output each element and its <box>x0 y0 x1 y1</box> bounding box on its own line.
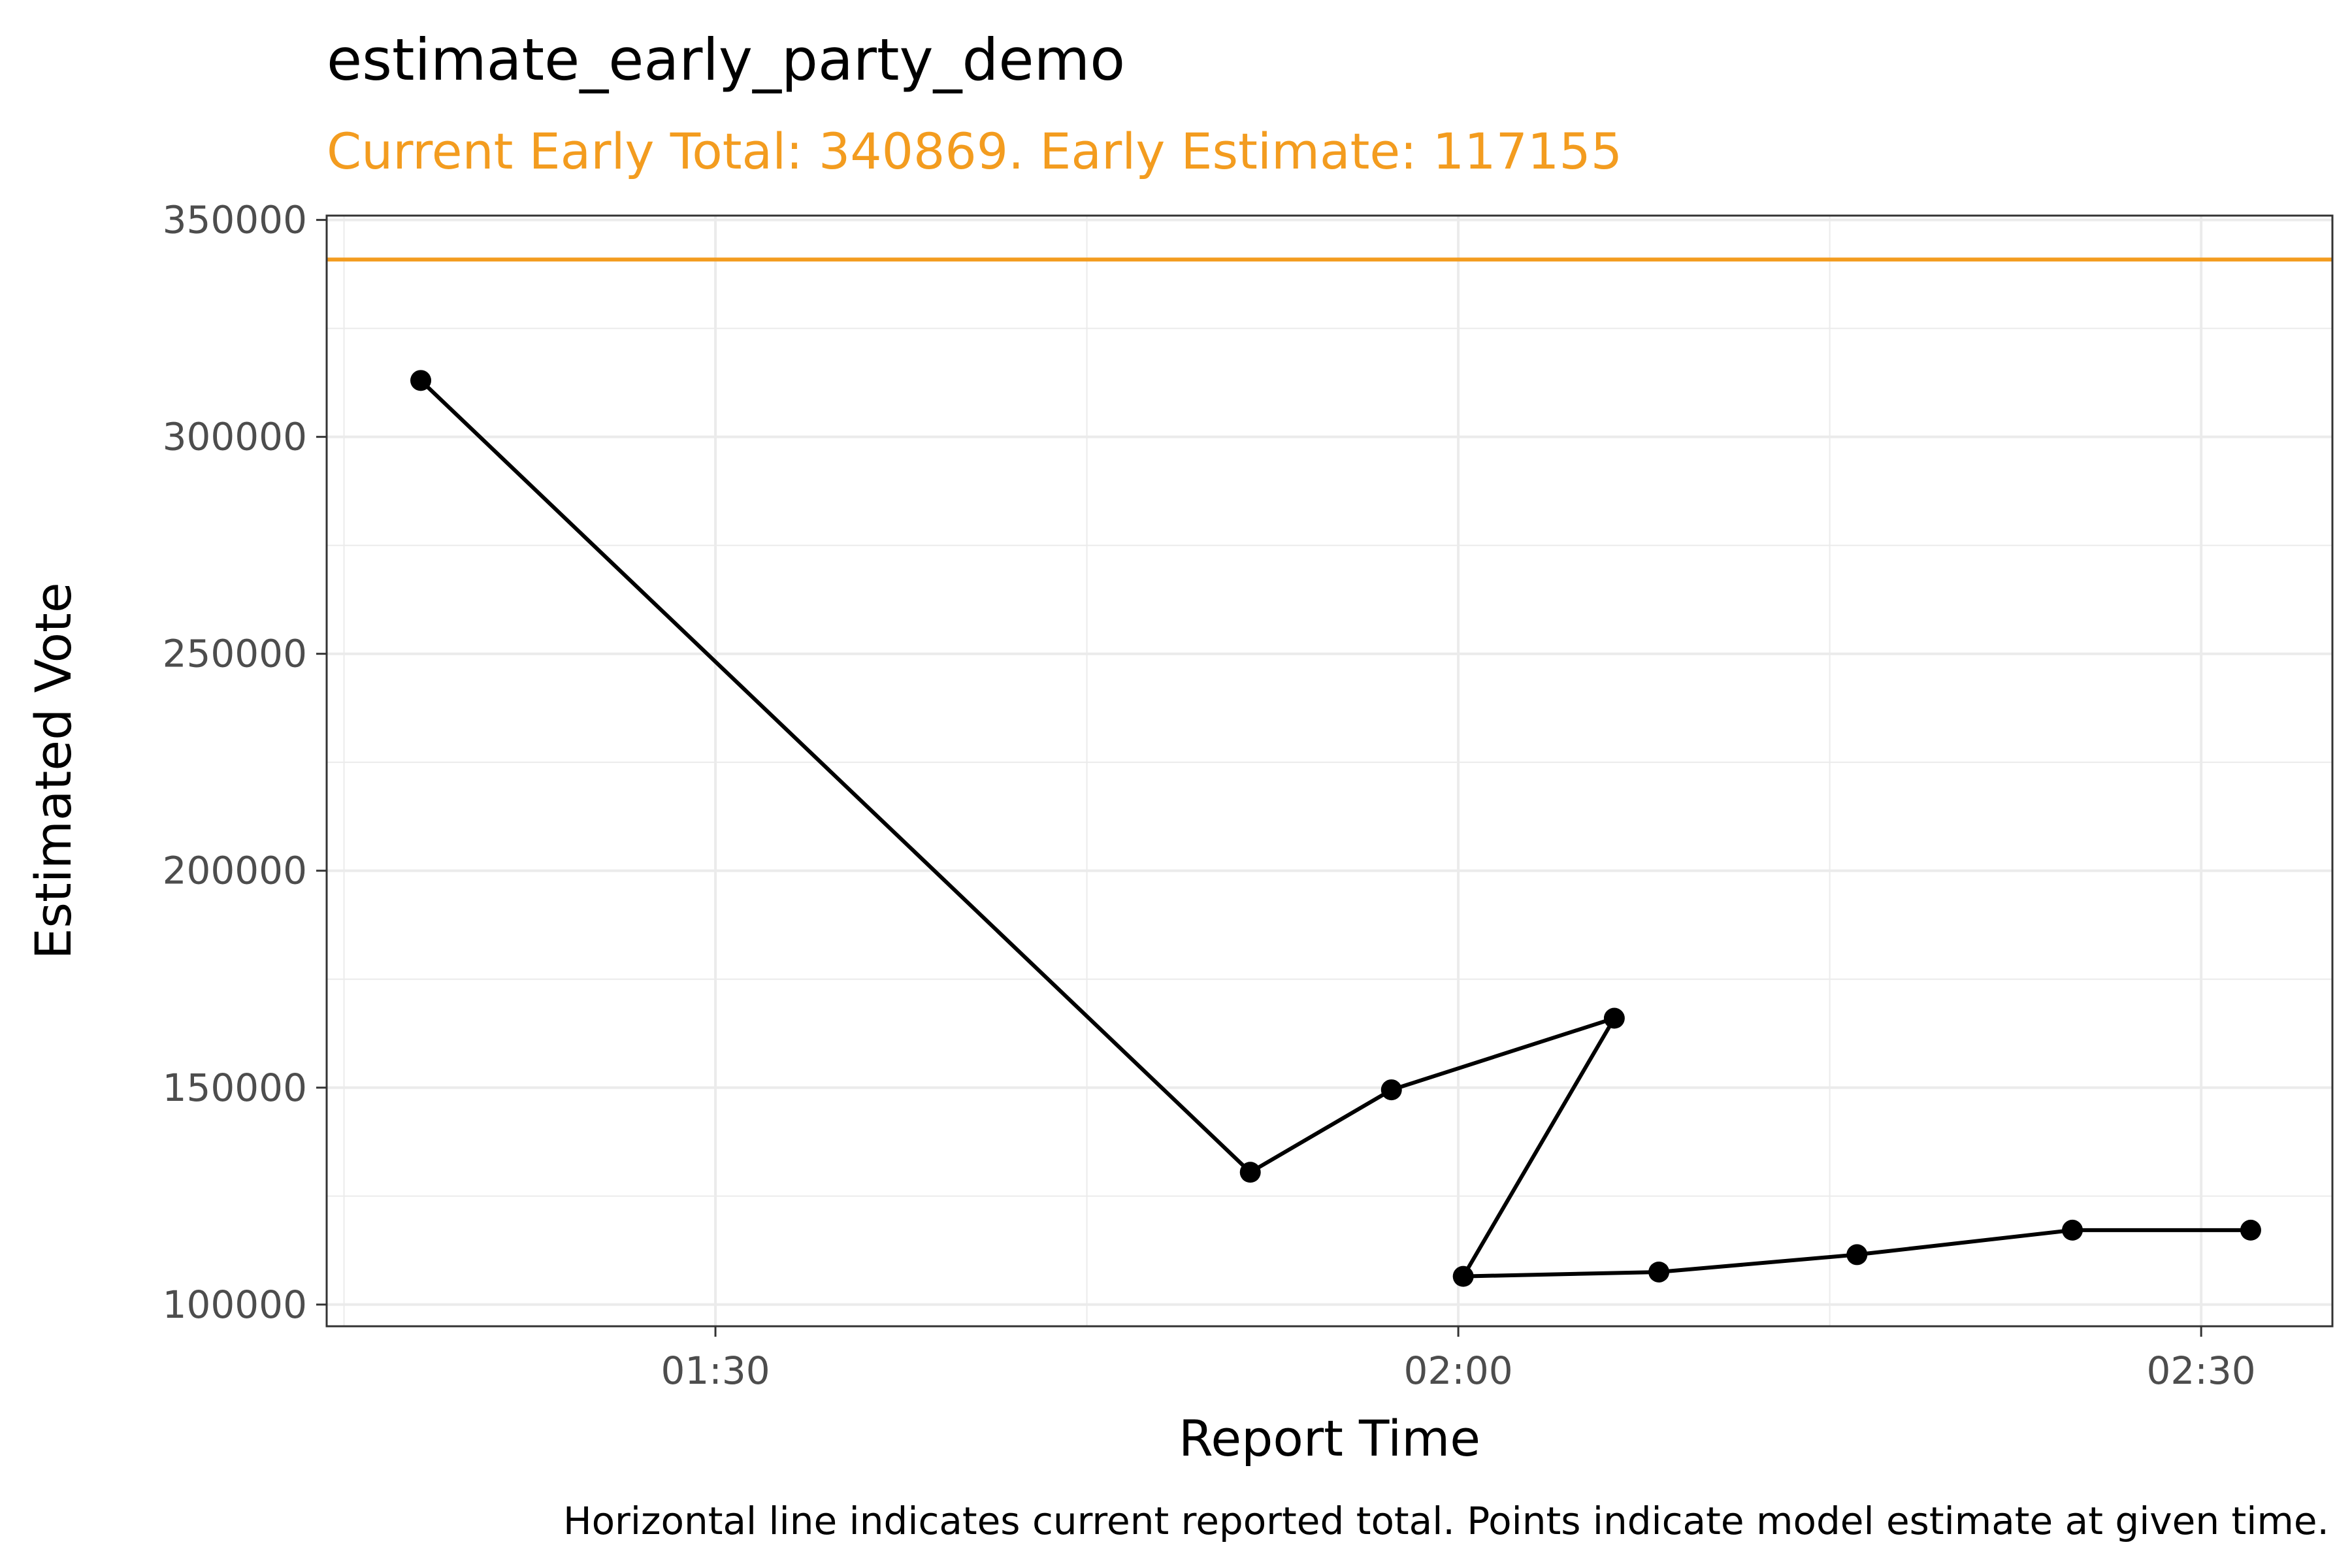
y-tick-label: 300000 <box>163 415 307 459</box>
data-point <box>2062 1219 2083 1241</box>
y-axis-title: Estimated Vote <box>24 582 82 959</box>
x-tick-label: 02:00 <box>1404 1348 1513 1393</box>
series-layer <box>410 370 2261 1287</box>
series-line <box>419 379 2251 1279</box>
chart-subtitle: Current Early Total: 340869. Early Estim… <box>327 122 1622 180</box>
data-point <box>1648 1261 1670 1282</box>
data-point <box>1846 1244 1868 1266</box>
chart-title: estimate_early_party_demo <box>327 26 1125 93</box>
y-tick-label: 350000 <box>163 198 307 242</box>
chart-caption: Horizontal line indicates current report… <box>563 1499 2329 1543</box>
x-tick-label: 02:30 <box>2147 1348 2256 1393</box>
axis-ticks: 100000 150000 200000 250000 300000 350000 01:3… <box>163 198 2256 1393</box>
data-point <box>1452 1266 1474 1287</box>
y-tick-label: 150000 <box>163 1066 307 1110</box>
x-axis-title: Report Time <box>1179 1409 1480 1467</box>
plot-panel-border <box>325 214 2334 1328</box>
data-point <box>2240 1219 2261 1241</box>
data-point <box>410 370 432 391</box>
data-point <box>1239 1162 1261 1183</box>
y-tick-label: 250000 <box>163 632 307 676</box>
x-tick-label: 01:30 <box>661 1348 770 1393</box>
grid-lines <box>327 216 2332 1326</box>
data-point <box>1380 1079 1402 1101</box>
y-tick-label: 200000 <box>163 849 307 893</box>
y-tick-label: 100000 <box>163 1282 307 1327</box>
data-point <box>1603 1007 1625 1029</box>
